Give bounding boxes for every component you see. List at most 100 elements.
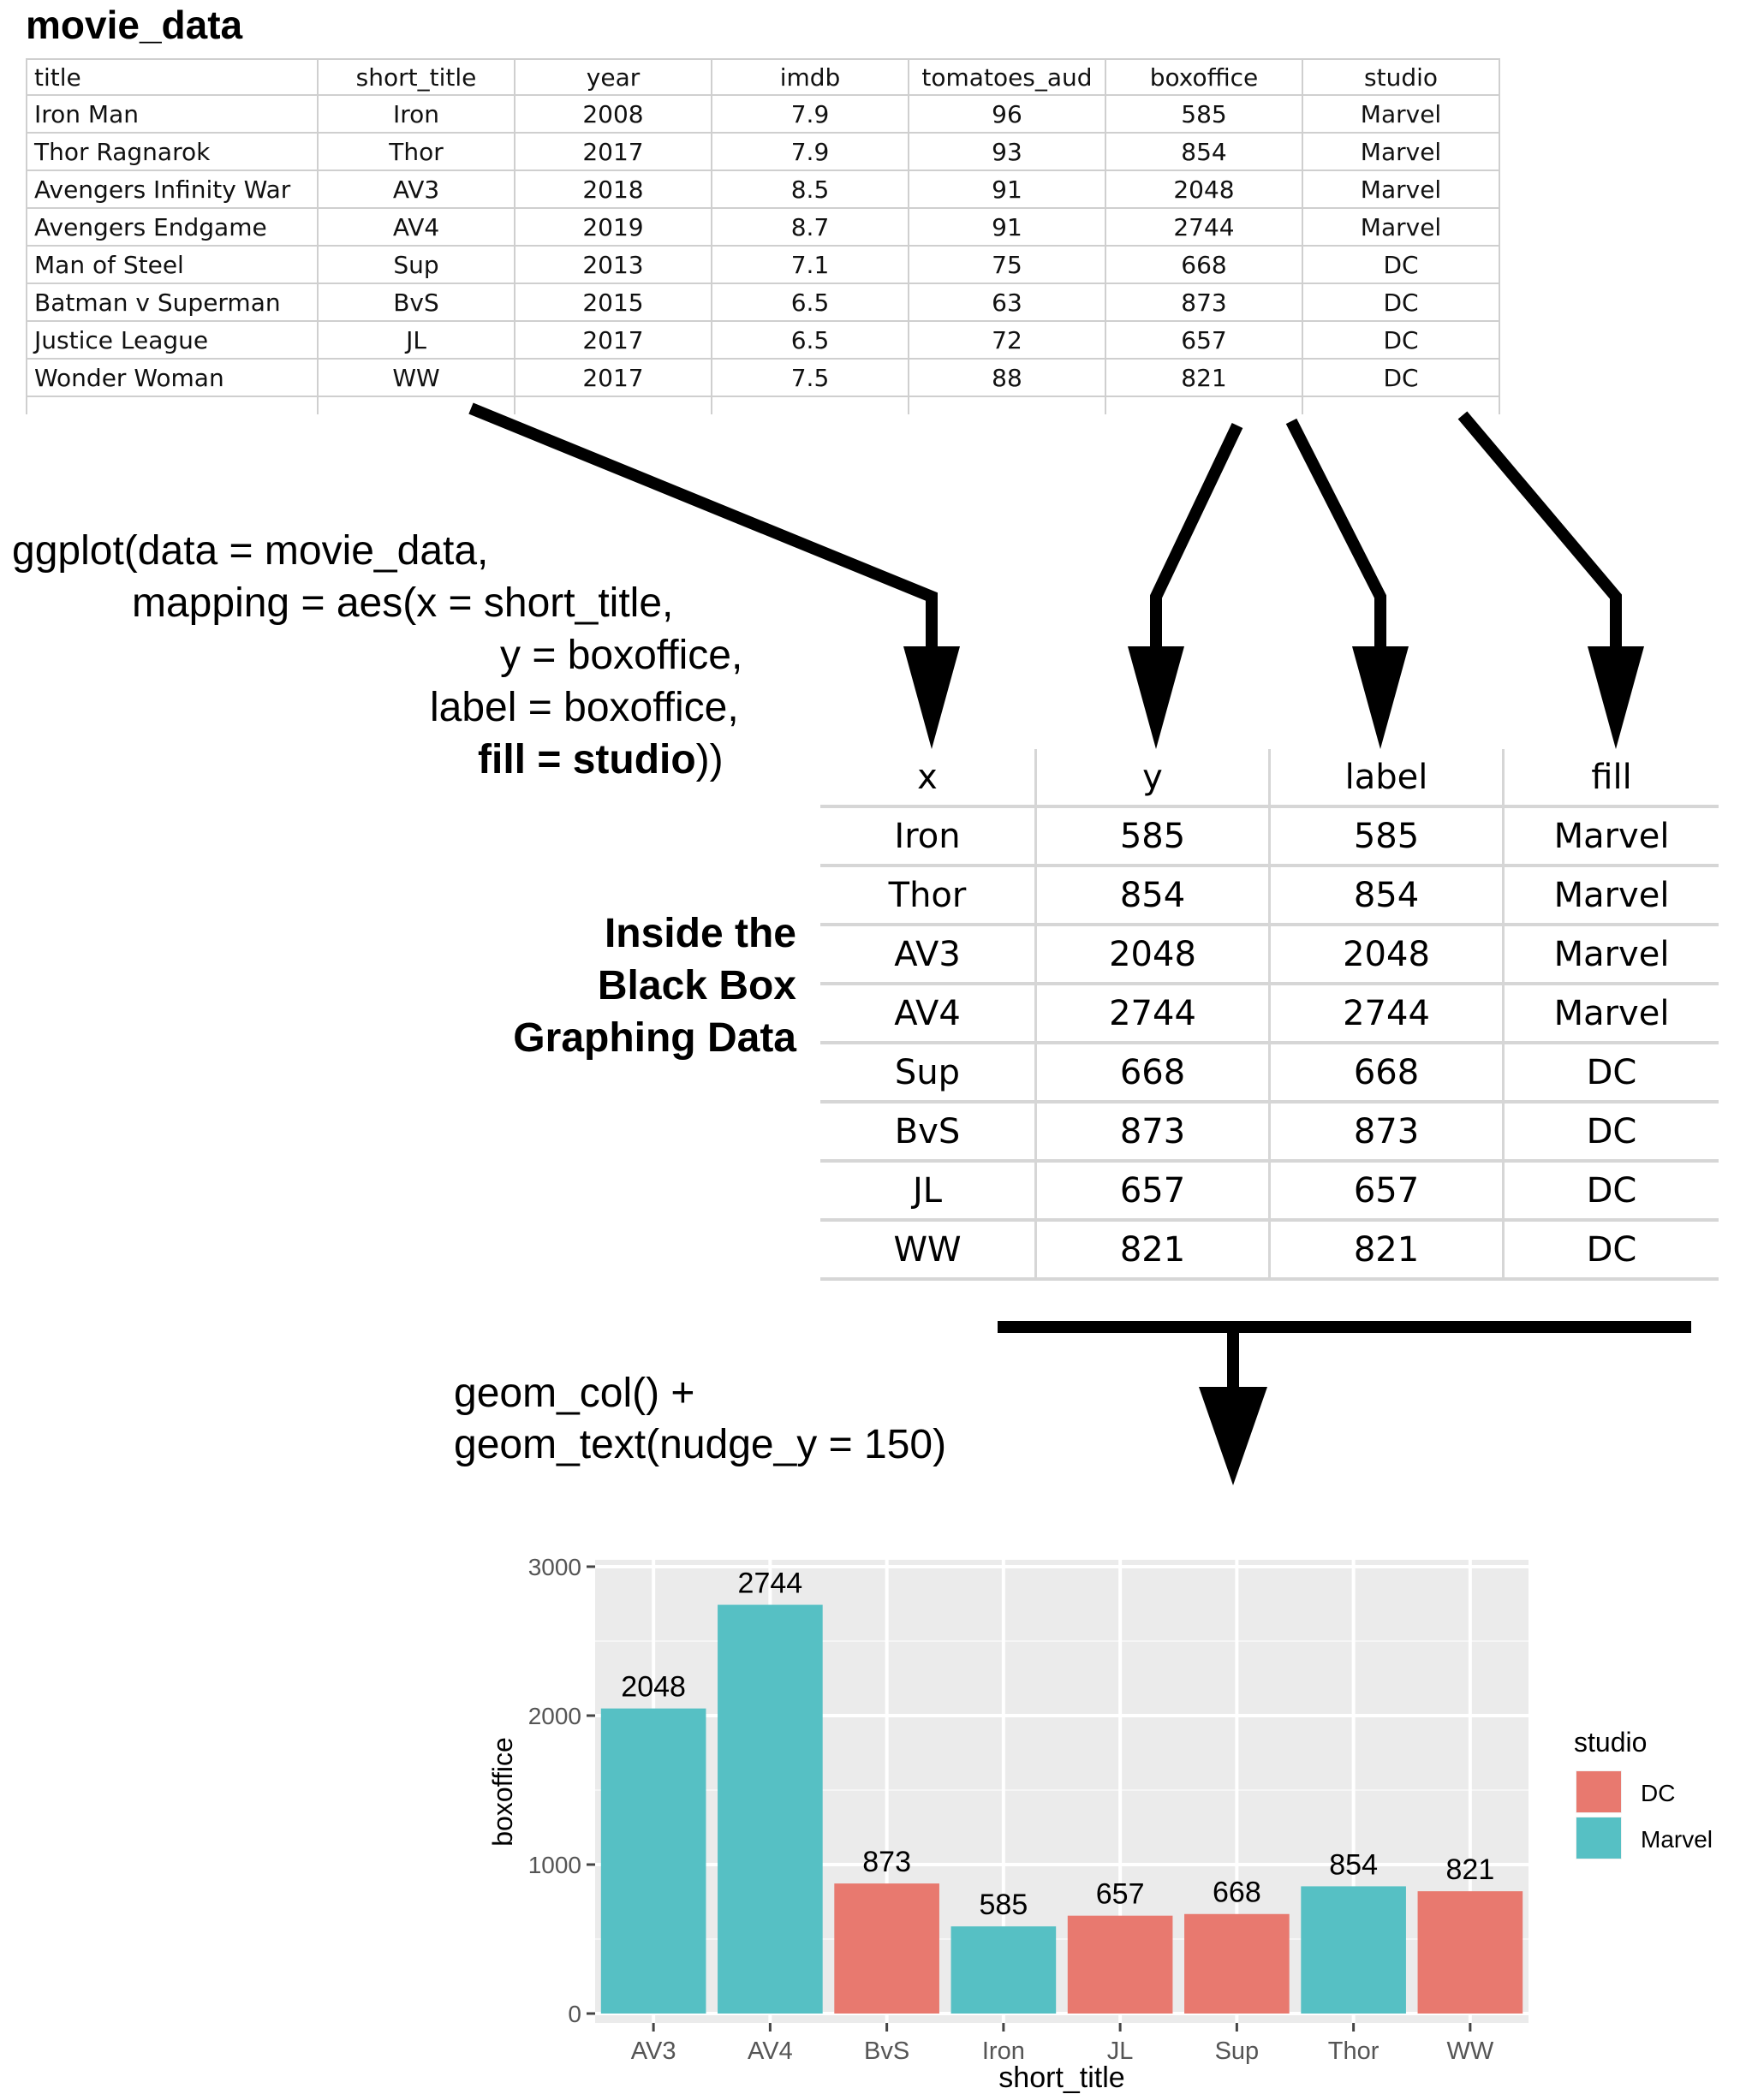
sheet-cell-short-title: AV3: [318, 170, 515, 209]
mapped-cell-label: 668: [1269, 1043, 1505, 1104]
sheet-row: Thor Ragnarok Thor 2017 7.9 93 854 Marvel: [26, 133, 1500, 171]
mapped-cell-x: JL: [820, 1161, 1037, 1222]
black-box-line-2: Black Box: [597, 963, 796, 1008]
sheet-header-tomatoes-aud: tomatoes_aud: [909, 58, 1106, 96]
sheet-row: Justice League JL 2017 6.5 72 657 DC: [26, 321, 1500, 360]
mapped-row: AV3 2048 2048 Marvel: [820, 925, 1719, 985]
mapped-cell-y: 2048: [1035, 925, 1271, 985]
sheet-cell-tomatoes-aud: 88: [909, 359, 1106, 397]
mapped-cell-fill: DC: [1503, 1161, 1719, 1222]
code-fill-tail: )): [695, 737, 724, 782]
sheet-cell-boxoffice: 854: [1105, 133, 1303, 171]
sheet-cell-short-title: WW: [318, 359, 515, 397]
sheet-cell-studio: Marvel: [1302, 208, 1500, 247]
arrow-y-head: [1128, 646, 1184, 749]
bar-av4: [718, 1604, 823, 2014]
data-label: 2048: [621, 1671, 686, 1704]
mapped-cell-y: 821: [1035, 1220, 1271, 1281]
sheet-cell-short-title: Iron: [318, 95, 515, 134]
sheet-empty-cell: [909, 396, 1106, 414]
mapped-cell-fill: DC: [1503, 1220, 1719, 1281]
sheet-empty-cell: [1105, 396, 1303, 414]
y-tick-label: 3000: [528, 1554, 581, 1580]
bar-thor: [1301, 1886, 1406, 2014]
sheet-row: Iron Man Iron 2008 7.9 96 585 Marvel: [26, 95, 1500, 134]
data-label: 585: [980, 1889, 1028, 1921]
mapped-cell-label: 873: [1269, 1102, 1505, 1163]
arrow-fill-head: [1588, 646, 1644, 749]
mapped-cell-fill: DC: [1503, 1102, 1719, 1163]
legend-label: DC: [1641, 1780, 1675, 1806]
sheet-cell-boxoffice: 873: [1105, 283, 1303, 322]
mapped-cell-fill: DC: [1503, 1043, 1719, 1104]
code-line-fill: fill = studio)): [478, 735, 724, 786]
sheet-cell-imdb: 7.1: [712, 246, 909, 284]
sheet-cell-imdb: 7.5: [712, 359, 909, 397]
data-label: 668: [1213, 1877, 1261, 1909]
mapped-cell-x: BvS: [820, 1102, 1037, 1163]
sheet-cell-boxoffice: 2048: [1105, 170, 1303, 209]
sheet-header-imdb: imdb: [712, 58, 909, 96]
legend-swatch-marvel: [1576, 1817, 1621, 1859]
sheet-cell-year: 2019: [515, 208, 712, 247]
sheet-cell-boxoffice: 668: [1105, 246, 1303, 284]
sheet-cell-boxoffice: 657: [1105, 321, 1303, 360]
mapped-row: Sup 668 668 DC: [820, 1043, 1719, 1104]
x-tick-label: AV4: [748, 2038, 793, 2065]
mapped-cell-fill: Marvel: [1503, 806, 1719, 867]
mapped-cell-y: 668: [1035, 1043, 1271, 1104]
sheet-cell-title: Batman v Superman: [26, 283, 319, 322]
sheet-cell-year: 2008: [515, 95, 712, 134]
sheet-cell-imdb: 8.5: [712, 170, 909, 209]
x-tick-label: Sup: [1215, 2038, 1260, 2065]
sheet-cell-short-title: BvS: [318, 283, 515, 322]
sheet-cell-tomatoes-aud: 75: [909, 246, 1106, 284]
sheet-empty-cell: [318, 396, 515, 414]
sheet-header-title: title: [26, 58, 319, 96]
sheet-empty-cell: [1302, 396, 1500, 414]
mapped-row: WW 821 821 DC: [820, 1220, 1719, 1281]
sheet-empty-row: [26, 396, 1500, 414]
y-axis-title: boxoffice: [487, 1737, 518, 1847]
sheet-cell-title: Justice League: [26, 321, 319, 360]
mapped-cell-x: Iron: [820, 806, 1037, 867]
bar-ww: [1417, 1891, 1523, 2014]
sheet-cell-tomatoes-aud: 93: [909, 133, 1106, 171]
mapped-cell-label: 2744: [1269, 984, 1505, 1044]
sheet-cell-tomatoes-aud: 72: [909, 321, 1106, 360]
mapped-cell-x: WW: [820, 1220, 1037, 1281]
bar-av3: [600, 1708, 706, 2014]
y-tick-label: 0: [568, 2001, 581, 2027]
code-line-ggplot: ggplot(data = movie_data,: [12, 528, 489, 574]
sheet-row: Wonder Woman WW 2017 7.5 88 821 DC: [26, 359, 1500, 397]
sheet-row: Batman v Superman BvS 2015 6.5 63 873 DC: [26, 283, 1500, 322]
sheet-cell-year: 2013: [515, 246, 712, 284]
sheet-cell-imdb: 7.9: [712, 95, 909, 134]
sheet-cell-studio: Marvel: [1302, 133, 1500, 171]
data-label: 854: [1329, 1848, 1378, 1881]
mapped-row: Iron 585 585 Marvel: [820, 806, 1719, 867]
black-box-line-3: Graphing Data: [513, 1015, 796, 1061]
sheet-cell-boxoffice: 585: [1105, 95, 1303, 134]
sheet-cell-studio: DC: [1302, 321, 1500, 360]
data-label: 2744: [738, 1567, 803, 1599]
legend-label: Marvel: [1641, 1826, 1713, 1853]
sheet-cell-short-title: Thor: [318, 133, 515, 171]
arrow-label-head: [1352, 646, 1409, 749]
mapped-cell-label: 2048: [1269, 925, 1505, 985]
mapped-cell-label: 585: [1269, 806, 1505, 867]
sheet-cell-year: 2015: [515, 283, 712, 322]
mapped-row: Thor 854 854 Marvel: [820, 866, 1719, 926]
dataset-title: movie_data: [26, 3, 243, 47]
mapped-cell-y: 657: [1035, 1161, 1271, 1222]
sheet-cell-title: Avengers Endgame: [26, 208, 319, 247]
code-line-label: label = boxoffice,: [430, 685, 739, 730]
mapped-cell-fill: Marvel: [1503, 925, 1719, 985]
movie-data-table: title short_title year imdb tomatoes_aud boxo…: [26, 58, 1500, 414]
sheet-cell-tomatoes-aud: 91: [909, 170, 1106, 209]
sheet-cell-year: 2018: [515, 170, 712, 209]
arrow-label-line: [1285, 418, 1386, 648]
sheet-row: Avengers Endgame AV4 2019 8.7 91 2744 Marvel: [26, 208, 1500, 247]
sheet-header-boxoffice: boxoffice: [1105, 58, 1303, 96]
